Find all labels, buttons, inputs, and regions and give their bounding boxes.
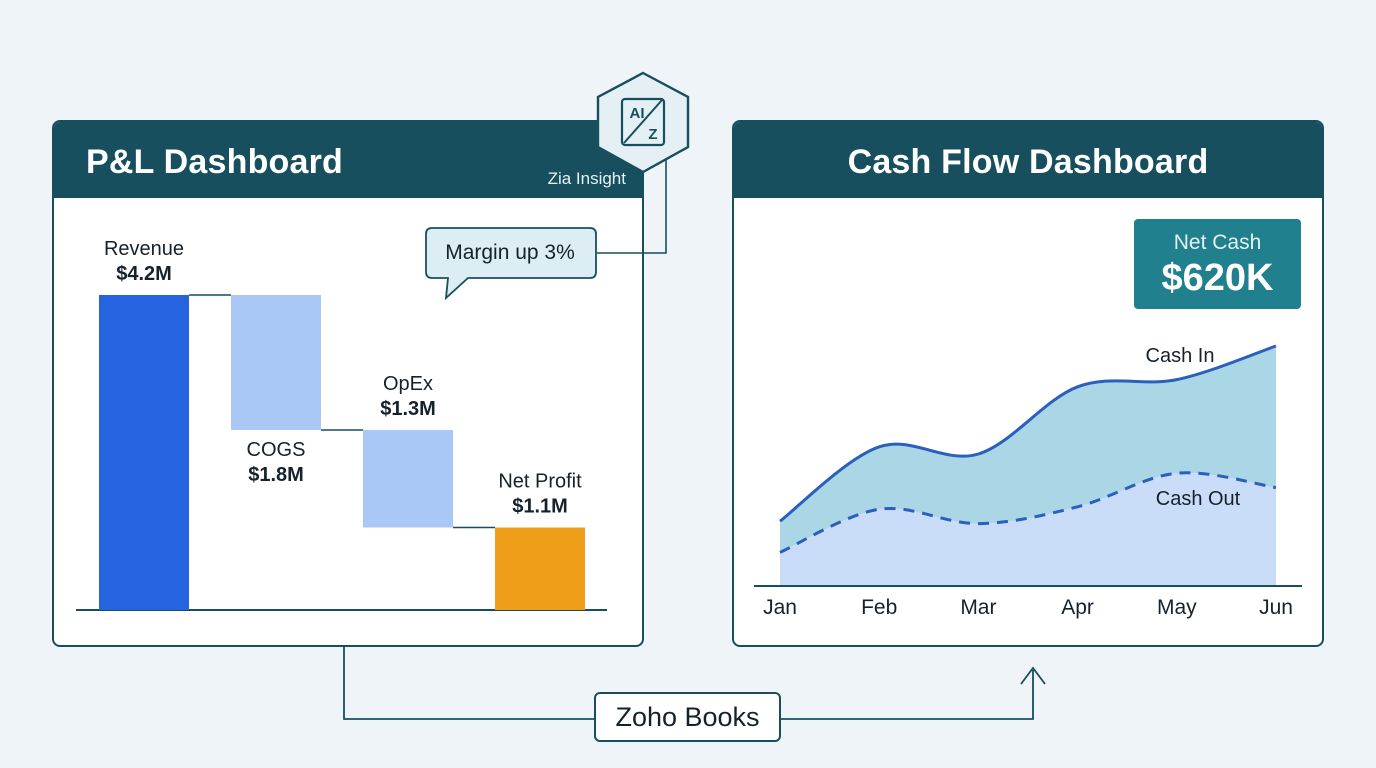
bar-label-net-profit: Net Profit: [498, 471, 582, 493]
arrow-up-icon: [1020, 666, 1046, 685]
bar-label-opex: OpEx: [383, 373, 433, 395]
bar-net-profit: [495, 527, 585, 610]
z-badge-text: Z: [648, 126, 657, 143]
zia-connector-line: [597, 146, 667, 254]
bar-cogs: [231, 295, 321, 430]
x-tick-jan: Jan: [763, 596, 797, 619]
cash-in-line: [779, 344, 1277, 523]
margin-callout-bubble: [425, 227, 597, 301]
zoho-to-cashflow-connector: [781, 670, 1034, 720]
pl-waterfall-chart: Revenue $4.2M COGS $1.8M OpEx $1.3M Net Profit…: [76, 238, 607, 611]
cashflow-dashboard-title: Cash Flow Dashboard: [847, 143, 1209, 181]
pl-dashboard-header: P&L Dashboard Zia Insight: [54, 122, 642, 198]
net-cash-badge: Net Cash $620K: [1134, 219, 1301, 309]
zia-insight-label: Zia Insight: [547, 169, 626, 188]
ai-badge-text: AI: [630, 105, 645, 122]
net-cash-value: $620K: [1161, 257, 1274, 299]
cash-out-line: [779, 471, 1277, 554]
pl-to-zoho-connector: [343, 647, 594, 720]
x-tick-may: May: [1157, 596, 1197, 619]
x-tick-feb: Feb: [861, 596, 897, 619]
zoho-books-box: Zoho Books: [594, 692, 781, 742]
net-cash-label: Net Cash: [1173, 231, 1262, 254]
x-tick-jun: Jun: [1259, 596, 1293, 619]
bar-value-net-profit: $1.1M: [512, 496, 568, 518]
bar-value-revenue: $4.2M: [116, 263, 172, 285]
cash-out-area: [780, 472, 1276, 586]
bar-label-revenue: Revenue: [104, 238, 184, 260]
margin-callout-text: Margin up 3%: [445, 241, 575, 264]
series-label-cash-in: Cash In: [1146, 345, 1215, 367]
bar-label-cogs: COGS: [247, 439, 306, 461]
bar-value-cogs: $1.8M: [248, 464, 304, 486]
bar-value-opex: $1.3M: [380, 398, 436, 420]
bar-opex: [363, 430, 453, 528]
pl-dashboard-title: P&L Dashboard: [86, 143, 344, 181]
x-tick-mar: Mar: [960, 596, 996, 619]
x-tick-apr: Apr: [1061, 596, 1094, 619]
ai-hexagon-icon: AI Z: [596, 71, 690, 174]
series-label-cash-out: Cash Out: [1156, 488, 1241, 510]
cashflow-area-chart: Jan Feb Mar Apr May Jun Cash In Cash Out: [754, 344, 1302, 619]
cashflow-dashboard-header: Cash Flow Dashboard: [734, 122, 1322, 198]
bar-revenue: [99, 295, 189, 610]
